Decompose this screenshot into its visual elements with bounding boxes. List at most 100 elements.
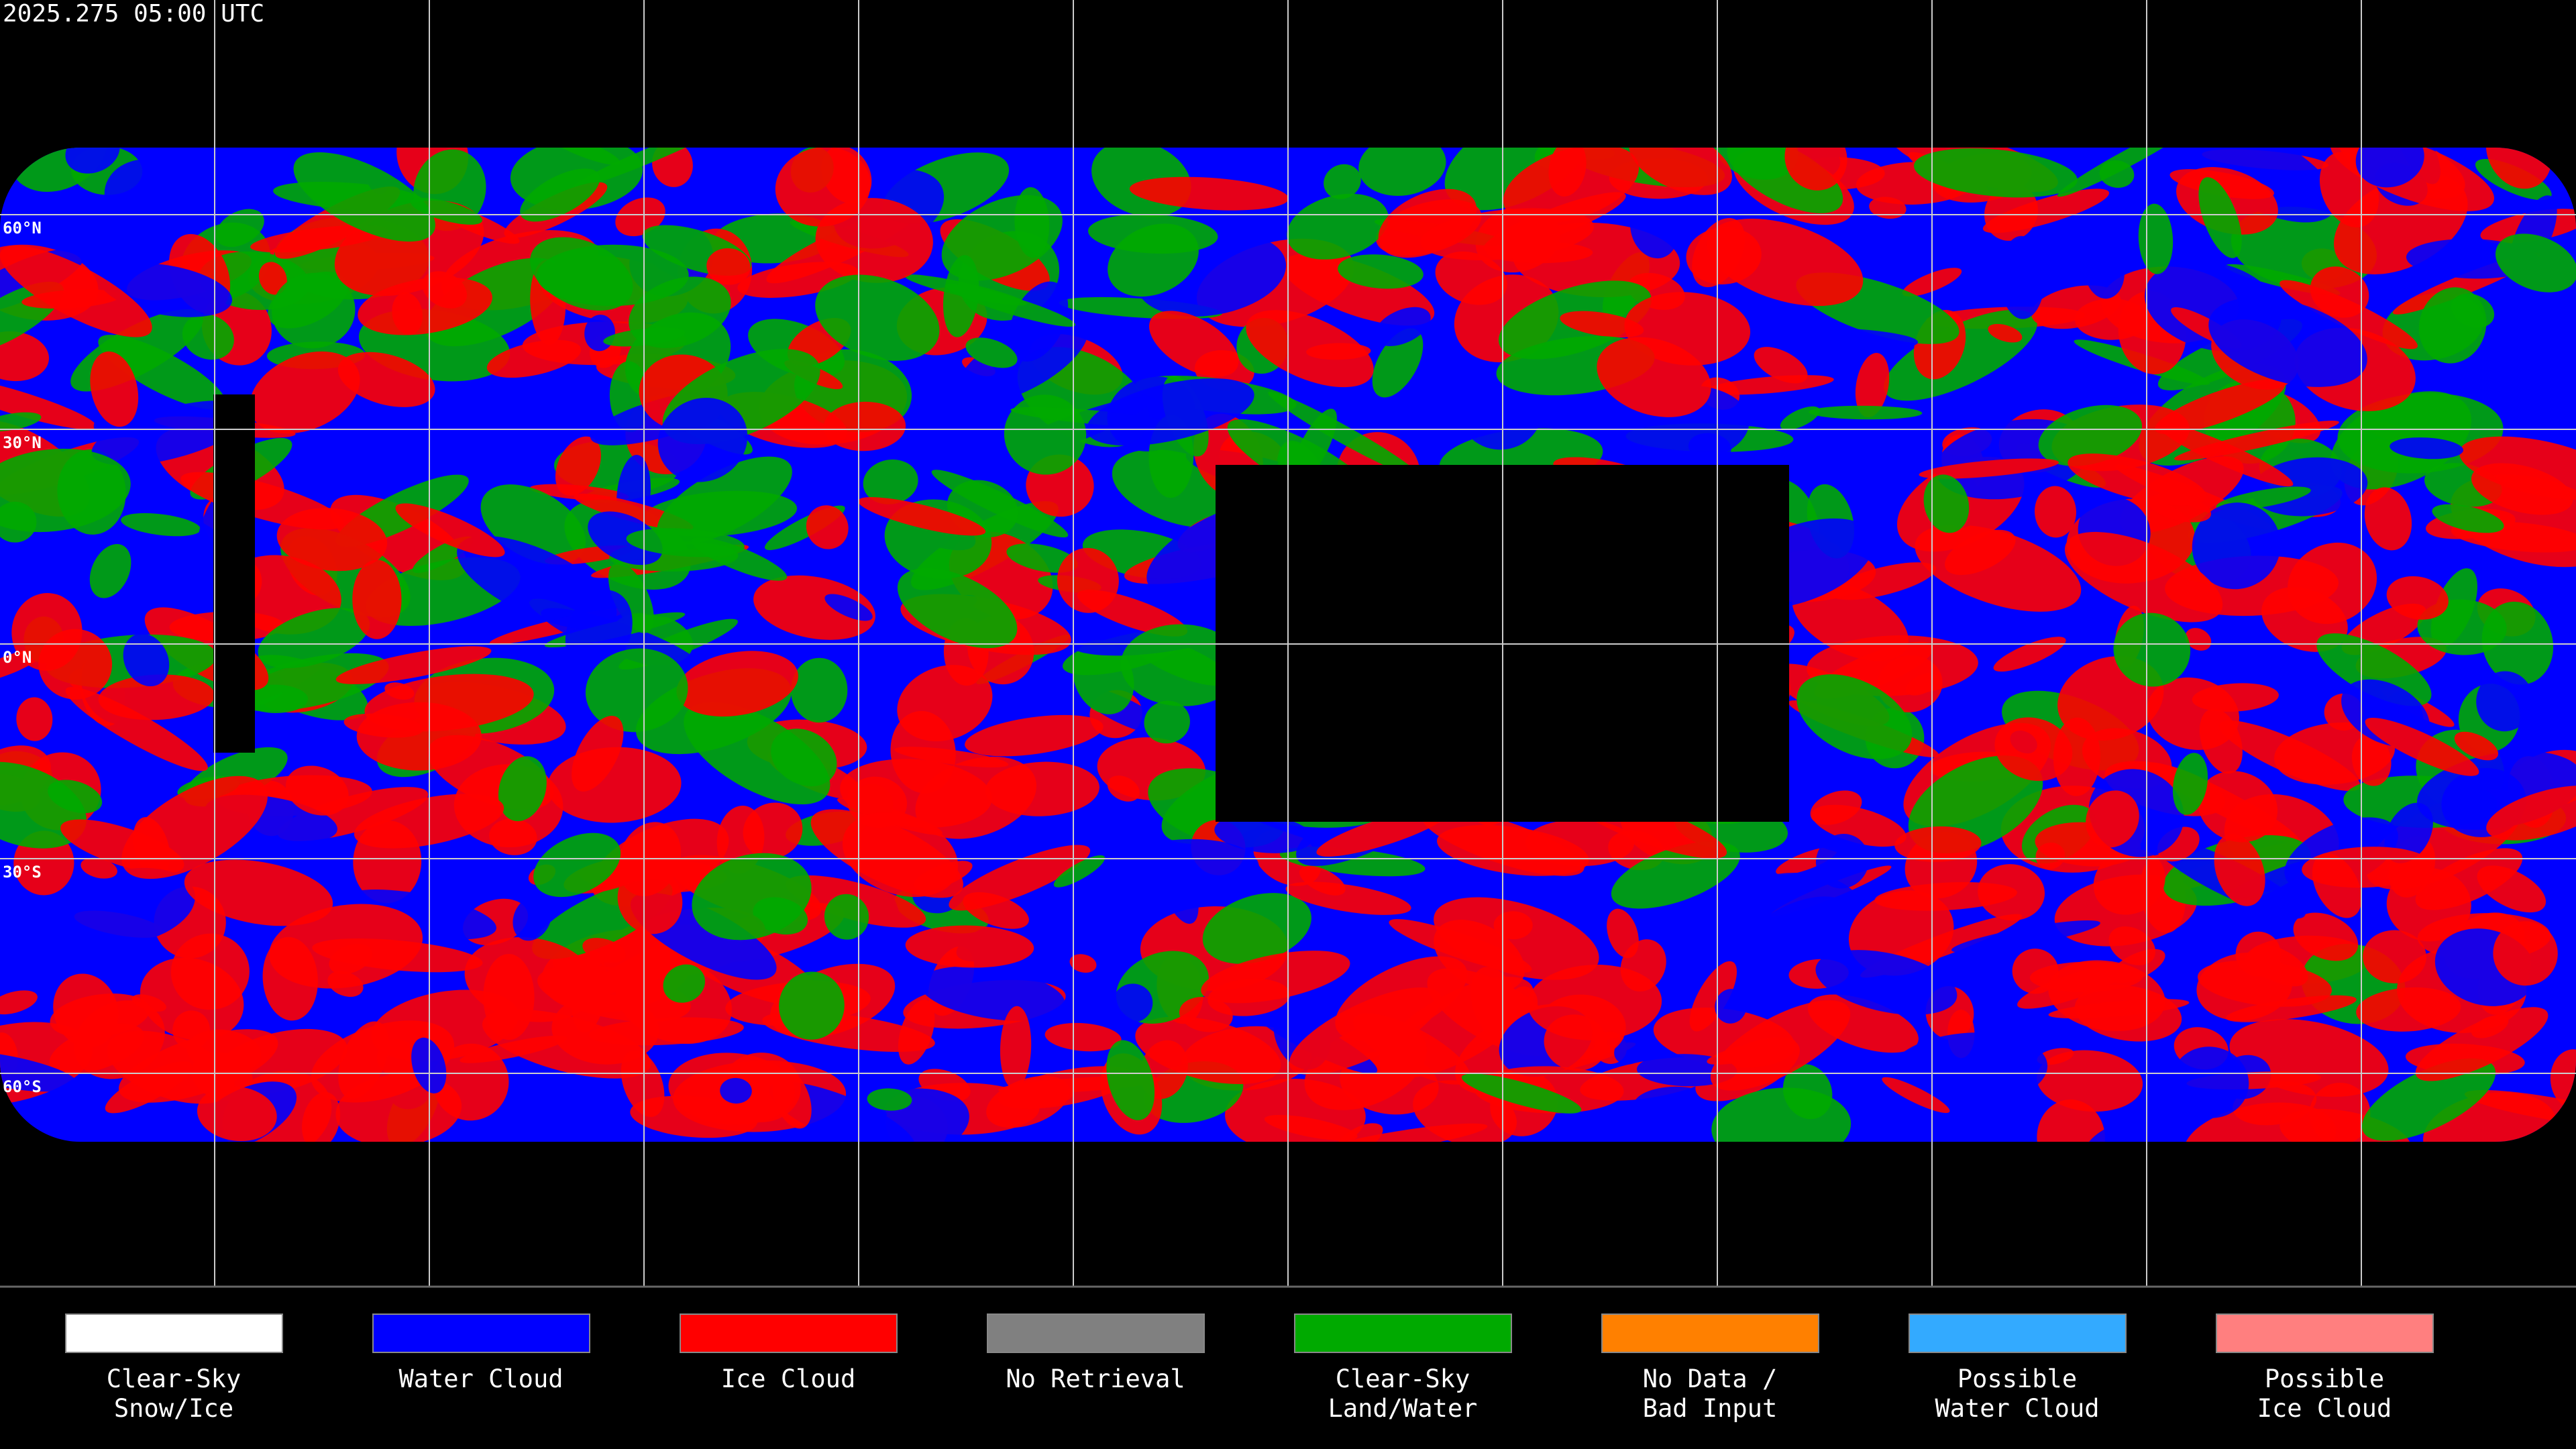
cloud-patch <box>1493 911 1533 940</box>
cloud-patch <box>2068 453 2207 506</box>
cloud-patch <box>1945 529 2016 576</box>
cloud-patch <box>985 761 1099 816</box>
legend-label: No Data / <box>1643 1364 1777 1393</box>
cloud-patch <box>588 1017 744 1046</box>
cloud-patch <box>197 1086 277 1142</box>
cloud-patch <box>2355 148 2424 188</box>
legend-label: Bad Input <box>1643 1394 1777 1423</box>
cloud-patch <box>140 957 244 1040</box>
cloud-patch <box>1299 865 1346 896</box>
cloud-patch <box>105 1061 193 1114</box>
cloud-patch <box>2293 912 2359 961</box>
cloud-patch <box>1374 307 1431 346</box>
cloud-patch <box>2214 834 2265 906</box>
cloud-patch <box>1014 186 1050 258</box>
cloud-patch <box>1986 1002 2058 1051</box>
latitude-label: 0°N <box>3 648 32 667</box>
cloud-patch <box>486 339 582 378</box>
cloud-patch <box>293 152 435 242</box>
cloud-patch <box>1372 328 1424 398</box>
cloud-patch <box>582 938 626 963</box>
cloud-patch <box>1754 347 1808 384</box>
cloud-patch <box>0 990 38 1015</box>
cloud-patch <box>919 966 1065 1021</box>
cloud-patch <box>771 729 837 787</box>
cloud-patch <box>1999 235 2045 319</box>
graticule: 60°N 30°N 0°N 30°S 60°S <box>0 0 2576 1287</box>
cloud-patch <box>0 448 131 533</box>
cloud-patch <box>1108 223 1199 297</box>
cloud-patch <box>65 148 120 174</box>
legend-label: Water Cloud <box>1935 1394 2099 1423</box>
cloud-patch <box>2099 160 2135 188</box>
cloud-patch <box>565 590 633 674</box>
cloud-patch <box>2172 753 2208 815</box>
cloud-patch <box>2174 420 2339 461</box>
latitude-label: 30°N <box>3 433 42 452</box>
cloud-patch <box>2454 731 2499 761</box>
cloud-patch <box>258 262 287 295</box>
legend-swatch <box>1601 1313 1819 1353</box>
cloud-patch <box>2037 1099 2105 1142</box>
cloud-patch <box>2057 148 2201 197</box>
cloud-patch <box>2364 487 2412 551</box>
cloud-patch <box>0 246 152 337</box>
cloud-patch <box>1815 950 1957 1015</box>
cloud-patch <box>513 895 552 941</box>
cloud-patch <box>1993 637 2066 672</box>
cloud-patch <box>2386 576 2449 620</box>
cloud-patch <box>2208 297 2367 387</box>
cloud-patch <box>2432 504 2504 533</box>
legend-label: Water Cloud <box>398 1364 563 1393</box>
timestamp: 2025.275 05:00 UTC <box>3 0 264 28</box>
legend-label: Snow/Ice <box>114 1394 233 1423</box>
cloud-patch <box>186 1029 262 1074</box>
cloud-patch <box>608 562 654 633</box>
cloud-patch <box>2493 921 2558 986</box>
cloud-patch <box>945 283 1076 327</box>
cloud-patch <box>1225 1079 1366 1142</box>
cloud-patch <box>1707 218 1864 307</box>
cloud-patch <box>1202 893 1311 964</box>
cloud-patch <box>272 272 356 349</box>
legend-label: Ice Cloud <box>721 1364 855 1393</box>
cloud-patch <box>38 629 113 700</box>
cloud-patch <box>1560 311 1644 338</box>
cloud-patch <box>1483 192 1626 252</box>
cloud-patch <box>2198 771 2278 843</box>
cloud-patch <box>1633 1086 1715 1123</box>
cloud-patch <box>2459 436 2576 500</box>
cloud-patch <box>1855 353 1890 418</box>
cloud-patch <box>60 867 195 946</box>
cloud-patch <box>706 248 751 285</box>
cloud-patch <box>182 314 234 360</box>
cloud-patch <box>457 535 617 629</box>
cloud-patch <box>1914 148 2078 198</box>
cloud-patch <box>815 274 940 361</box>
cloud-patch <box>258 608 370 669</box>
cloud-patch <box>2197 960 2332 1007</box>
cloud-patch <box>1358 148 1446 196</box>
legend-swatch <box>2216 1313 2434 1353</box>
cloud-patch <box>0 376 97 430</box>
cloud-patch <box>2365 717 2479 776</box>
cloud-patch <box>1268 391 1420 478</box>
cloud-patch <box>1112 983 1153 1023</box>
no-coverage-strip <box>213 394 255 753</box>
cloud-patch <box>285 765 349 816</box>
cloud-patch <box>2084 244 2125 299</box>
cloud-patch <box>1810 790 1862 825</box>
cloud-patch <box>530 237 633 311</box>
cloud-patch <box>1740 896 1851 970</box>
cloud-patch <box>790 657 848 723</box>
cloud-patch <box>2363 930 2426 983</box>
cloud-patch <box>269 904 423 989</box>
cloud-patch <box>335 646 492 684</box>
cloud-patch <box>231 653 389 712</box>
cloud-patch <box>1727 148 1843 213</box>
cloud-patch <box>585 648 688 733</box>
cloud-patch <box>411 197 482 225</box>
cloud-patch <box>1148 311 1239 377</box>
cloud-patch <box>2219 720 2361 792</box>
cloud-patch <box>1057 547 1119 613</box>
